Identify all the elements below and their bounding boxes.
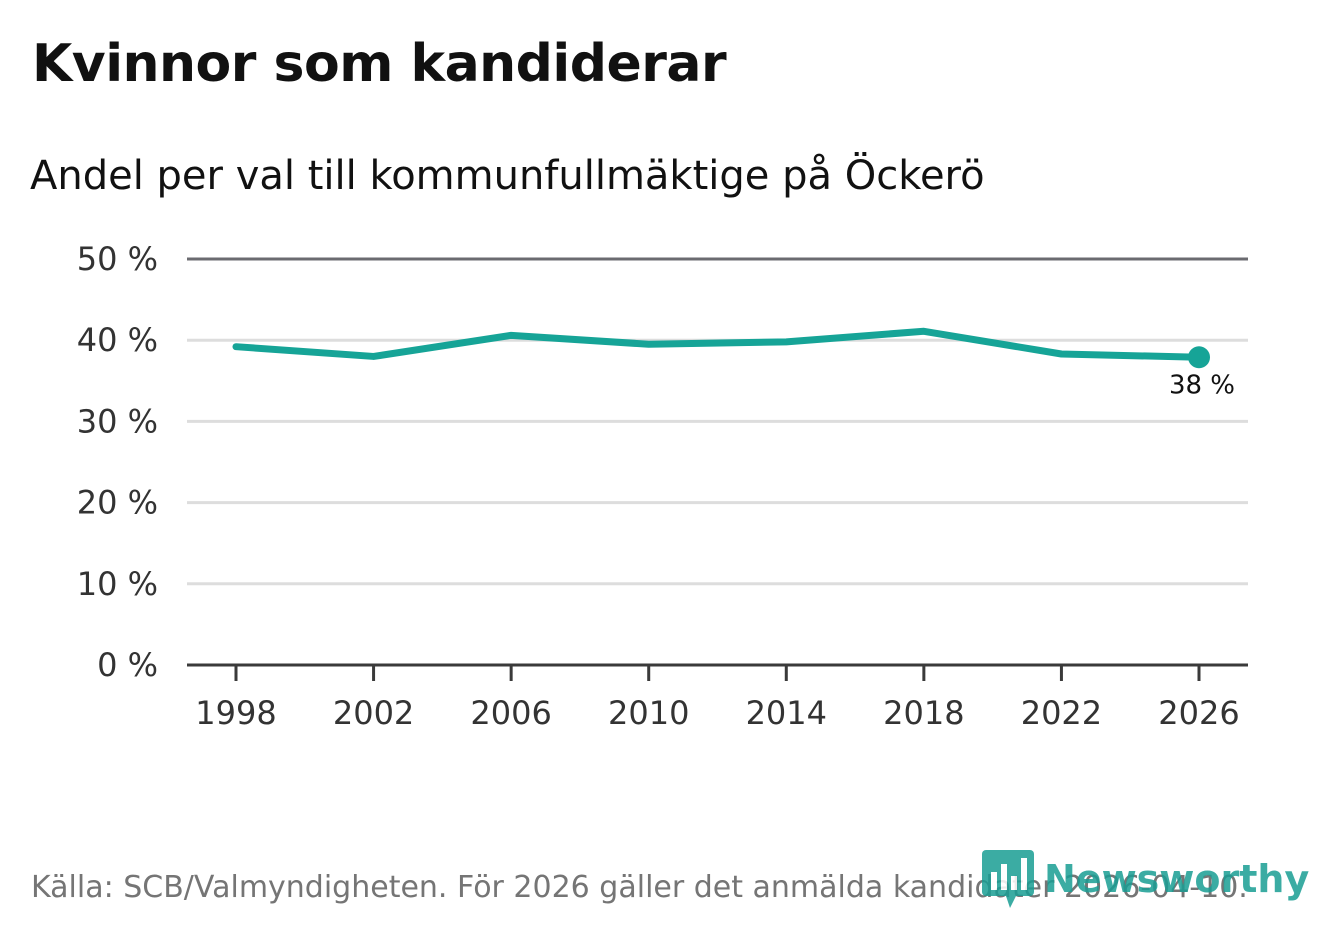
- x-axis-ticks: 1998 2002 2006 2010 2014 2018 2022 2026: [195, 665, 1240, 732]
- y-tick-label: 40 %: [77, 321, 158, 359]
- x-tick-label: 2010: [608, 694, 689, 732]
- series-line: [232, 327, 1203, 361]
- gridlines: [187, 257, 1248, 667]
- y-tick-label: 0 %: [97, 646, 158, 684]
- x-tick-label: 2002: [333, 694, 414, 732]
- x-tick-label: 2022: [1021, 694, 1102, 732]
- x-tick-label: 2006: [470, 694, 551, 732]
- x-tick-label: 1998: [195, 694, 276, 732]
- x-tick-label: 2014: [746, 694, 827, 732]
- logo-text: Newsworthy: [1044, 857, 1310, 901]
- y-axis-ticks: 0 % 10 % 20 % 30 % 40 % 50 %: [77, 240, 158, 684]
- y-tick-label: 20 %: [77, 484, 158, 522]
- chart-title: Kvinnor som kandiderar: [32, 34, 727, 94]
- y-tick-label: 50 %: [77, 240, 158, 278]
- source-note: Källa: SCB/Valmyndigheten. För 2026 gäll…: [31, 870, 1248, 905]
- y-tick-label: 30 %: [77, 402, 158, 440]
- series: 38 %: [232, 327, 1235, 400]
- end-point-marker: [1188, 346, 1210, 369]
- chart-subtitle: Andel per val till kommunfullmäktige på …: [30, 153, 985, 199]
- bar-chart-icon: [982, 850, 1034, 908]
- y-tick-label: 10 %: [77, 565, 158, 603]
- x-tick-label: 2026: [1158, 694, 1239, 732]
- end-value-label: 38 %: [1169, 370, 1235, 400]
- newsworthy-logo: Newsworthy: [982, 850, 1309, 908]
- x-tick-label: 2018: [883, 694, 964, 732]
